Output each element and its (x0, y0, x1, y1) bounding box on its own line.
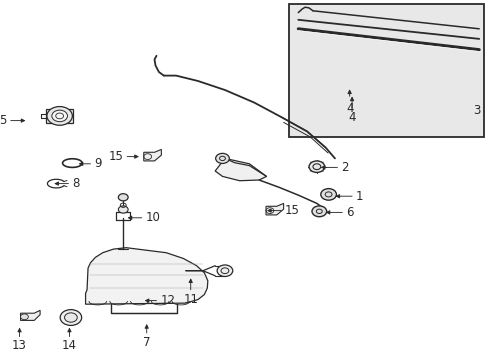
Polygon shape (20, 310, 40, 320)
Circle shape (308, 161, 324, 172)
Text: 13: 13 (12, 339, 27, 352)
Text: 15: 15 (108, 150, 123, 163)
Text: 1: 1 (355, 190, 363, 203)
Circle shape (320, 189, 336, 200)
Text: 10: 10 (145, 211, 160, 224)
Text: 3: 3 (472, 104, 480, 117)
Circle shape (64, 313, 77, 322)
Text: 11: 11 (183, 293, 198, 306)
Circle shape (217, 265, 232, 276)
Text: 15: 15 (285, 204, 299, 217)
Polygon shape (265, 203, 283, 215)
Polygon shape (215, 158, 266, 181)
Circle shape (311, 206, 326, 217)
Polygon shape (143, 149, 161, 161)
Text: 4: 4 (347, 111, 355, 124)
Circle shape (60, 310, 81, 325)
Text: 9: 9 (94, 157, 102, 170)
Text: 14: 14 (62, 339, 77, 352)
Text: 6: 6 (346, 206, 353, 219)
Circle shape (20, 314, 28, 320)
Text: 8: 8 (72, 177, 80, 190)
Circle shape (118, 194, 128, 201)
Text: 12: 12 (160, 294, 175, 307)
Text: 2: 2 (341, 161, 348, 174)
Text: 7: 7 (142, 336, 150, 349)
Bar (288, 4, 483, 137)
Circle shape (118, 206, 128, 213)
Text: 5: 5 (0, 114, 7, 127)
Circle shape (52, 110, 67, 122)
Circle shape (215, 153, 229, 163)
Polygon shape (85, 248, 207, 304)
Polygon shape (46, 109, 73, 123)
Circle shape (47, 107, 72, 125)
Text: 4: 4 (345, 102, 353, 114)
